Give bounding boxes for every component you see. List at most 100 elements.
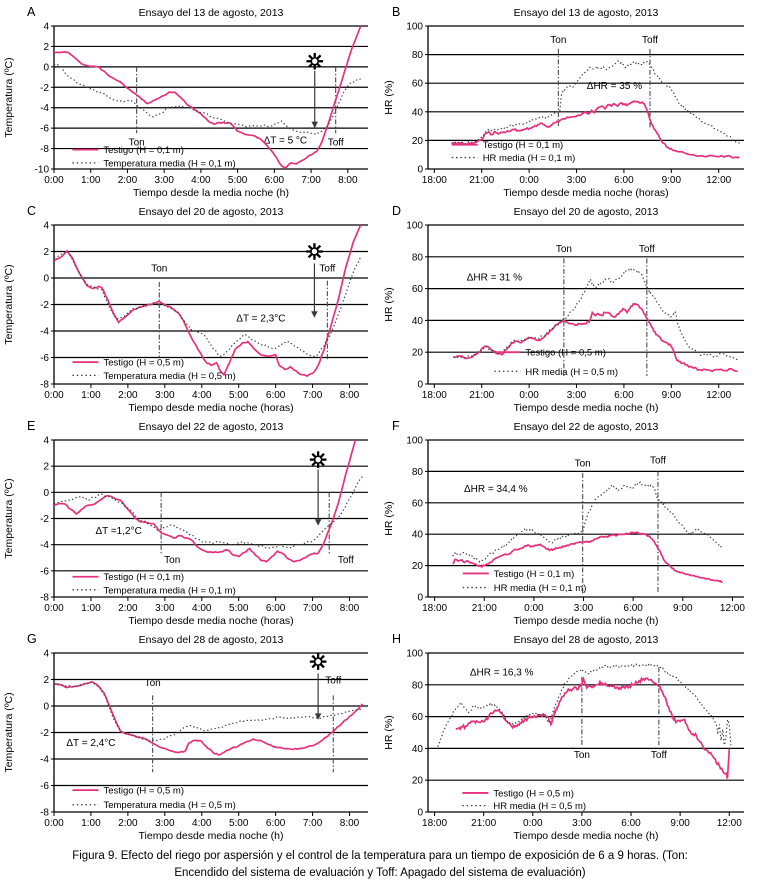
legend-testigo-label: Testigo (H = 0,1 m) xyxy=(494,569,575,580)
marker-label-ton: Ton xyxy=(151,263,167,274)
sun-icon xyxy=(309,653,327,670)
y-tick-label: 60 xyxy=(412,79,424,90)
marker-label-ton: Ton xyxy=(575,459,591,470)
x-axis-label: Tiempo desde media noche (h) xyxy=(139,830,284,842)
y-axis-label: HR (%) xyxy=(383,501,395,535)
x-tick-label: 6:00 xyxy=(614,175,634,186)
legend-testigo-label: Testigo (H = 0,5 m) xyxy=(103,358,184,369)
x-tick-label: 0:00 xyxy=(523,818,543,829)
x-tick-label: 8:00 xyxy=(340,818,360,829)
x-tick-label: 8:00 xyxy=(338,175,358,186)
y-tick-label: 0 xyxy=(417,593,423,604)
y-tick-label: 80 xyxy=(412,467,424,478)
x-tick-label: 0:00 xyxy=(519,175,539,186)
x-tick-label: 3:00 xyxy=(574,603,594,614)
series-media-line xyxy=(452,481,723,563)
legend-media-label: HR media (H = 0,1 m) xyxy=(483,153,576,164)
chart-title: Ensayo del 28 de agosto, 2013 xyxy=(514,634,659,646)
y-tick-label: 100 xyxy=(406,436,423,447)
marker-label-ton: Ton xyxy=(164,555,180,566)
sun-icon xyxy=(309,451,327,468)
panel-letter-F: F xyxy=(392,419,400,433)
x-tick-label: 6:00 xyxy=(621,818,641,829)
y-axis-label: HR (%) xyxy=(383,80,395,114)
legend-media-label: Temperatura media (H = 0,1 m) xyxy=(103,585,235,596)
panel-letter-D: D xyxy=(392,204,401,218)
x-tick-label: 21:00 xyxy=(471,818,496,829)
y-tick-label: 0 xyxy=(417,165,423,176)
x-tick-label: 5:00 xyxy=(228,175,248,186)
y-tick-label: -4 xyxy=(40,540,49,551)
series-testigo-line xyxy=(452,531,723,583)
x-tick-label: 5:00 xyxy=(229,818,249,829)
x-tick-label: 9:00 xyxy=(670,818,690,829)
series-testigo-line xyxy=(453,302,738,373)
x-tick-label: 6:00 xyxy=(266,818,286,829)
y-tick-label: -2 xyxy=(40,514,49,525)
series-group xyxy=(54,224,362,378)
x-tick-label: 7:00 xyxy=(301,175,321,186)
x-tick-label: 4:00 xyxy=(192,603,212,614)
y-tick-label: -8 xyxy=(40,144,49,155)
marker-label-toff: Toff xyxy=(319,263,335,274)
x-tick-label: 0:00 xyxy=(44,175,64,186)
y-axis-label: HR (%) xyxy=(383,715,395,749)
legend-media-label: Temperatura media (H = 0,5 m) xyxy=(103,371,235,382)
marker-label-toff: Toff xyxy=(338,555,354,566)
panel-G-chart: G Ensayo del 28 de agosto, 2013 4 2 0 -2 -4 -6 -… xyxy=(3,632,368,842)
x-axis-label: Tiempo desde la media noche (h) xyxy=(133,187,289,199)
series-group xyxy=(452,481,723,583)
panel-F-chart: F Ensayo del 22 de agosto, 2013 100 80 60 40 2… xyxy=(383,419,745,627)
x-tick-label: 12:00 xyxy=(717,818,742,829)
panel-E-chart: E Ensayo del 22 de agosto, 2013 4 2 0 -2 -4 -6 -… xyxy=(3,419,368,627)
delta-annotation: ΔT = 2,3°C xyxy=(236,314,285,325)
y-tick-label: 4 xyxy=(43,649,49,660)
chart-title: Ensayo del 22 de agosto, 2013 xyxy=(514,421,659,433)
y-tick-label: 60 xyxy=(412,712,424,723)
y-tick-label: 80 xyxy=(412,50,424,61)
y-tick-label: 0 xyxy=(43,702,49,713)
x-tick-label: 1:00 xyxy=(81,603,101,614)
y-tick-label: 100 xyxy=(406,221,423,232)
x-tick-label: 8:00 xyxy=(340,390,360,401)
y-tick-label: 60 xyxy=(412,498,424,509)
sun-icon xyxy=(306,52,324,70)
y-tick-label: 40 xyxy=(412,744,424,755)
y-tick-label: 20 xyxy=(412,348,424,359)
legend-media-label: HR media (H = 0,5 m) xyxy=(525,367,618,378)
y-tick-label: 80 xyxy=(412,252,424,263)
x-tick-label: 0:00 xyxy=(44,818,64,829)
series-media-line xyxy=(54,63,361,135)
series-group xyxy=(54,25,362,170)
y-tick-label: -2 xyxy=(40,83,49,94)
x-axis-label: Tiempo desde media noche (horas) xyxy=(128,402,293,414)
x-tick-label: 1:00 xyxy=(81,390,101,401)
y-tick-label: -8 xyxy=(40,808,49,819)
series-media-line xyxy=(54,476,363,549)
y-tick-label: 4 xyxy=(43,22,49,33)
legend-testigo-label: Testigo (H = 0,5 m) xyxy=(525,348,606,359)
x-tick-label: 12:00 xyxy=(706,175,731,186)
series-group xyxy=(54,681,364,756)
x-tick-label: 4:00 xyxy=(191,175,211,186)
x-tick-label: 1:00 xyxy=(81,818,101,829)
y-tick-label: 2 xyxy=(43,42,49,53)
y-tick-label: -4 xyxy=(40,103,49,114)
panel-letter-A: A xyxy=(27,5,36,19)
series-testigo-line xyxy=(54,681,364,756)
x-tick-label: 9:00 xyxy=(662,390,682,401)
y-tick-label: 0 xyxy=(417,380,423,391)
legend-testigo-label: Testigo (H = 0,5 m) xyxy=(103,786,184,797)
panel-letter-B: B xyxy=(392,5,400,19)
y-tick-label: 40 xyxy=(412,316,424,327)
x-axis-label: Tiempo desde media noche (h) xyxy=(514,615,659,627)
series-media-line xyxy=(437,662,732,748)
y-tick-label: 0 xyxy=(417,808,423,819)
series-group xyxy=(54,439,363,563)
chart-title: Ensayo del 13 de agosto, 2013 xyxy=(514,7,659,19)
x-tick-label: 8:00 xyxy=(340,603,360,614)
chart-title: Ensayo del 28 de agosto, 2013 xyxy=(139,634,284,646)
x-tick-label: 6:00 xyxy=(266,603,286,614)
figure-caption-line2: Encendido del sistema de evaluación y To… xyxy=(174,867,586,880)
